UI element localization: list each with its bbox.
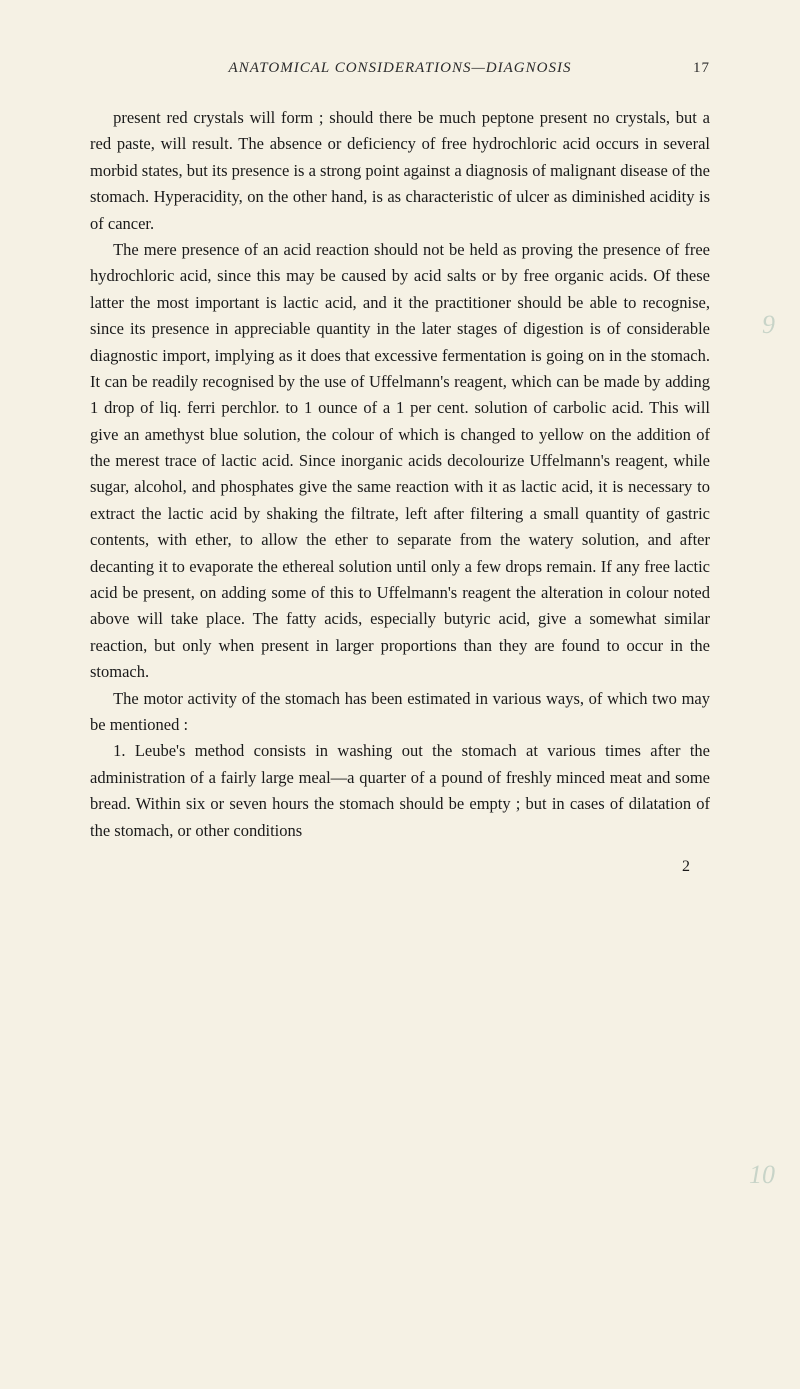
page-header: ANATOMICAL CONSIDERATIONS—DIAGNOSIS 17 [90,60,710,77]
margin-annotation-1: 9 [762,310,775,340]
paragraph-4: 1. Leube's method consists in washing ou… [90,738,710,844]
body-text-container: present red crystals will form ; should … [90,105,710,844]
paragraph-3: The motor activity of the stomach has be… [90,686,710,739]
paragraph-1: present red crystals will form ; should … [90,105,710,237]
header-title: ANATOMICAL CONSIDERATIONS—DIAGNOSIS [229,60,572,76]
footer-number: 2 [90,858,710,876]
margin-annotation-2: 10 [749,1160,775,1190]
page-number: 17 [693,60,710,77]
paragraph-2: The mere presence of an acid reaction sh… [90,237,710,686]
